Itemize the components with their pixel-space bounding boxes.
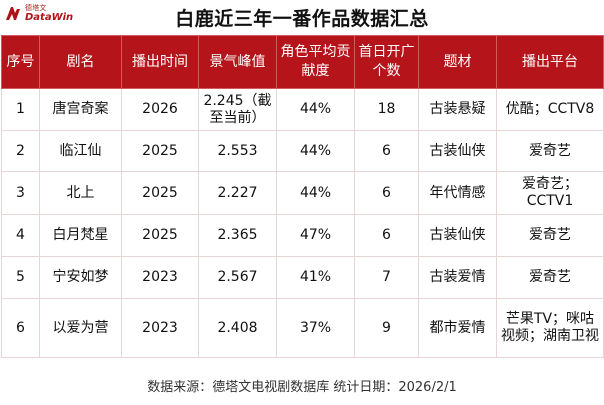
table-cell: 古装悬疑 — [418, 88, 497, 131]
table-cell: 古装爱情 — [418, 256, 497, 299]
table-cell: 2.245（截至当前） — [198, 88, 277, 131]
table-cell: 2023 — [121, 298, 199, 358]
table-cell: 2.553 — [198, 130, 277, 172]
table-cell: 宁安如梦 — [39, 256, 122, 299]
table-cell: 2026 — [121, 88, 199, 131]
table-cell: 1 — [1, 88, 40, 131]
table-cell: 6 — [354, 130, 419, 172]
table-cell: 6 — [354, 214, 419, 257]
table-header-row: 序号 剧名 播出时间 景气峰值 角色平均贡献度 首日开广个数 题材 播出平台 — [1, 35, 604, 89]
table-cell: 2.567 — [198, 256, 277, 299]
table-cell: 芒果TV；咪咕视频；湖南卫视 — [496, 298, 604, 358]
table-cell: 唐宫奇案 — [39, 88, 122, 131]
table-cell: 4 — [1, 214, 40, 257]
table-cell: 47% — [276, 214, 355, 257]
table-cell: 2.408 — [198, 298, 277, 358]
table-row: 4 白月梵星 2025 2.365 47% 6 古装仙侠 爱奇艺 — [1, 214, 604, 257]
table-cell: 3 — [1, 171, 40, 215]
table-cell: 37% — [276, 298, 355, 358]
table-cell: 41% — [276, 256, 355, 299]
column-header: 序号 — [1, 35, 40, 89]
column-header: 角色平均贡献度 — [276, 35, 355, 89]
column-header: 播出平台 — [496, 35, 604, 89]
table-cell: 年代情感 — [418, 171, 497, 215]
table-row: 3 北上 2025 2.227 44% 6 年代情感 爱奇艺；CCTV1 — [1, 171, 604, 215]
table-cell: 爱奇艺 — [496, 256, 604, 299]
logo-name-en: DataWin — [25, 12, 74, 23]
table-cell: 古装仙侠 — [418, 130, 497, 172]
table-cell: 爱奇艺 — [496, 214, 604, 257]
table-row: 1 唐宫奇案 2026 2.245（截至当前） 44% 18 古装悬疑 优酷；C… — [1, 88, 604, 131]
column-header: 剧名 — [39, 35, 122, 89]
table-cell: 古装仙侠 — [418, 214, 497, 257]
table-cell: 临江仙 — [39, 130, 122, 172]
table-cell: 7 — [354, 256, 419, 299]
logo-name-cn: 德塔文 — [25, 4, 47, 12]
column-header: 首日开广个数 — [354, 35, 419, 89]
table-cell: 18 — [354, 88, 419, 131]
table-cell: 爱奇艺；CCTV1 — [496, 171, 604, 215]
table-cell: 2025 — [121, 214, 199, 257]
table-cell: 44% — [276, 88, 355, 131]
table-cell: 2025 — [121, 171, 199, 215]
table-cell: 6 — [354, 171, 419, 215]
table-cell: 5 — [1, 256, 40, 299]
column-header: 景气峰值 — [198, 35, 277, 89]
table-cell: 2023 — [121, 256, 199, 299]
table-cell: 2.227 — [198, 171, 277, 215]
column-header: 播出时间 — [121, 35, 199, 89]
table-row: 5 宁安如梦 2023 2.567 41% 7 古装爱情 爱奇艺 — [1, 256, 604, 299]
table-row: 6 以爱为营 2023 2.408 37% 9 都市爱情 芒果TV；咪咕视频；湖… — [1, 298, 604, 358]
data-source-footer: 数据来源：德塔文电视剧数据库 统计日期：2026/2/1 — [147, 380, 457, 395]
column-header: 题材 — [418, 35, 497, 89]
table-cell: 优酷；CCTV8 — [496, 88, 604, 131]
table-cell: 2 — [1, 130, 40, 172]
table-cell: 44% — [276, 171, 355, 215]
table-cell: 白月梵星 — [39, 214, 122, 257]
table-cell: 都市爱情 — [418, 298, 497, 358]
datawin-logo-icon — [6, 7, 20, 20]
table-cell: 44% — [276, 130, 355, 172]
table-cell: 以爱为营 — [39, 298, 122, 358]
table-cell: 6 — [1, 298, 40, 358]
table-cell: 2.365 — [198, 214, 277, 257]
page-title: 白鹿近三年一番作品数据汇总 — [175, 8, 429, 30]
table-cell: 2025 — [121, 130, 199, 172]
datawin-logo: 德塔文 DataWin — [2, 2, 76, 30]
table-cell: 9 — [354, 298, 419, 358]
table-row: 2 临江仙 2025 2.553 44% 6 古装仙侠 爱奇艺 — [1, 130, 604, 172]
data-table: 序号 剧名 播出时间 景气峰值 角色平均贡献度 首日开广个数 题材 播出平台 1… — [1, 35, 604, 358]
table-cell: 爱奇艺 — [496, 130, 604, 172]
table-cell: 北上 — [39, 171, 122, 215]
header-bar: 德塔文 DataWin 白鹿近三年一番作品数据汇总 — [0, 0, 604, 34]
